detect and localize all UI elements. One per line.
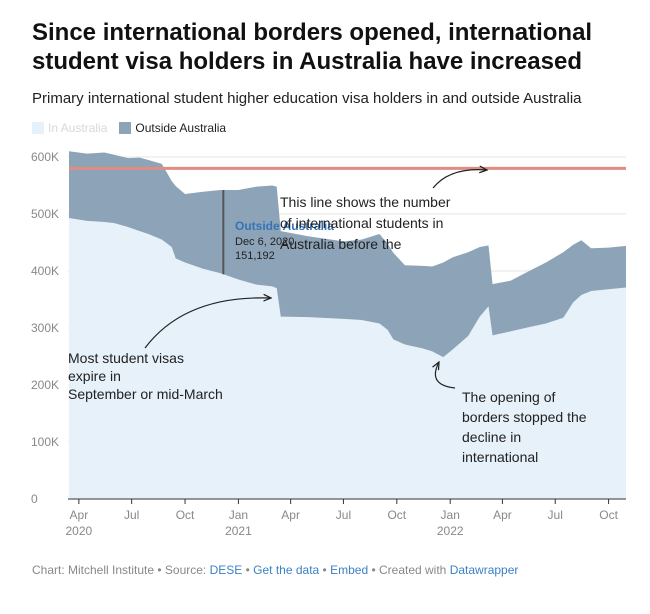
annotation-border-opening-line: international [462,449,538,465]
tooltip-value: 151,192 [235,250,275,262]
x-tick-label: Apr [70,508,89,522]
y-tick-label: 100K [31,435,59,449]
x-tick-year-label: 2020 [66,524,93,538]
chart-plot: 0 100K 200K 300K 400K 500K 600K Apr 2020 Jul Oct Ja… [31,150,626,538]
y-tick-label: 200K [31,378,59,392]
annotation-visa-expiry-line: expire in [68,368,121,384]
y-tick-label: 300K [31,321,59,335]
annotation-arrow-reference [432,170,487,189]
x-tick-label: Apr [493,508,512,522]
annotation-visa-expiry: Most student visas expire in September or … [68,350,223,402]
footer-source-link[interactable]: DESE [209,563,243,577]
legend-item-outside-australia[interactable]: Outside Australia [119,121,226,135]
annotation-border-opening-line: borders stopped the [462,409,587,425]
annotation-visa-expiry-line: Most student visas [68,350,184,366]
x-tick-label: Jan [229,508,248,522]
annotation-arrow-visa-expiry [144,298,271,349]
y-tick-label: 500K [31,207,59,221]
legend-item-in-australia[interactable]: In Australia [32,121,107,135]
annotation-reference-line: of international students in [280,215,443,231]
area-outside-australia [69,151,626,358]
y-tick-label: 600K [31,150,59,164]
tooltip-date: Dec 6, 2020 [235,236,294,248]
y-tick-label: 0 [31,492,38,506]
legend-label-outside-australia: Outside Australia [135,121,227,135]
get-the-data-link[interactable]: Get the data [253,563,320,577]
x-tick-year-label: 2022 [437,524,464,538]
annotation-reference: This line shows the number of internation… [280,194,451,252]
x-tick-label: Jul [548,508,563,522]
x-tick-label: Jan [441,508,460,522]
x-tick-label: Oct [176,508,195,522]
chart-subtitle: Primary international student higher edu… [32,90,582,107]
legend: In Australia Outside Australia [32,119,238,137]
footer-created-text: • Created with [368,563,450,577]
x-tick-label: Oct [599,508,618,522]
x-tick-label: Apr [281,508,300,522]
chart-footer: Chart: Mitchell Institute • Source: DESE… [32,563,518,577]
annotation-border-opening: The opening of borders stopped the decline… [462,389,587,465]
footer-credit: Chart: Mitchell Institute • Source: [32,563,210,577]
chart-title: Since international borders opened, inte… [32,19,593,75]
annotation-reference-line: This line shows the number [280,194,451,210]
y-tick-label: 400K [31,264,59,278]
x-tick-label: Jul [336,508,351,522]
annotation-border-opening-line: The opening of [462,389,556,405]
x-tick-label: Jul [124,508,139,522]
footer-separator: • [242,563,254,577]
legend-label-in-australia: In Australia [48,121,108,135]
x-tick-year-label: 2021 [225,524,252,538]
tooltip-series: Outside Australia [235,219,334,233]
annotation-border-opening-line: decline in [462,429,521,445]
area-in-australia [69,217,626,499]
embed-link[interactable]: Embed [330,563,369,577]
datawrapper-link[interactable]: Datawrapper [449,563,519,577]
annotation-visa-expiry-line: September or mid-March [68,386,223,402]
legend-swatch-outside-australia [119,122,132,134]
annotation-arrow-border-opening [435,362,456,389]
x-tick-label: Oct [387,508,406,522]
footer-separator: • [319,563,331,577]
annotation-reference-line: Australia before the [280,236,402,252]
legend-swatch-in-australia [32,122,44,134]
